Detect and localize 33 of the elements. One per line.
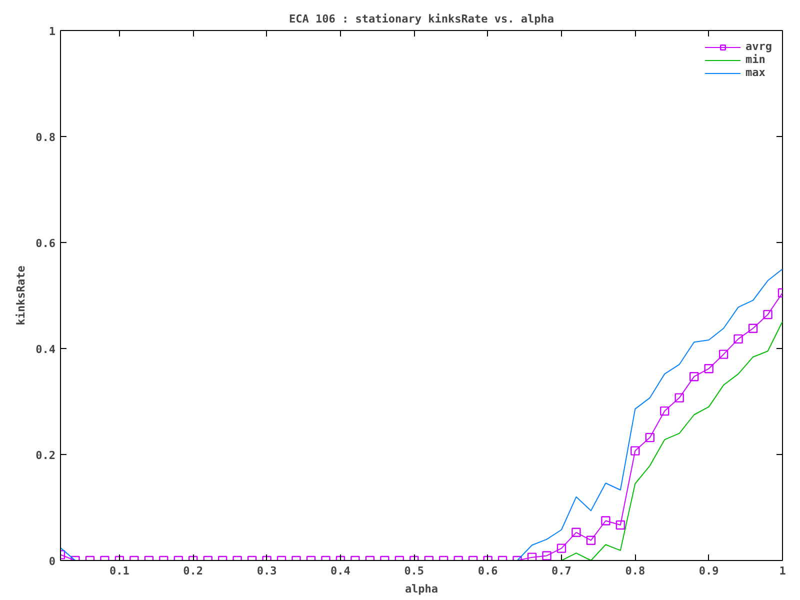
y-tick-label: 0 xyxy=(48,555,56,568)
y-tick-label: 0.8 xyxy=(36,131,56,144)
point xyxy=(763,310,772,320)
legend-label: max xyxy=(746,66,766,79)
y-tick-label: 0.4 xyxy=(36,343,56,356)
chart-title: ECA 106 : stationary kinksRate vs. alpha xyxy=(289,12,554,26)
y-axis-title: kinksRate xyxy=(14,265,28,326)
point xyxy=(704,364,714,374)
line-series xyxy=(560,320,782,560)
point xyxy=(660,406,670,416)
point xyxy=(748,324,758,333)
point xyxy=(645,432,654,442)
x-tick-label: 0.6 xyxy=(478,564,498,578)
x-tick-label: 0.1 xyxy=(110,564,130,578)
x-tick-label: 0.9 xyxy=(698,564,719,578)
point xyxy=(734,334,743,344)
legend-label: min xyxy=(746,53,766,66)
x-tick-label: 0.3 xyxy=(256,564,277,578)
point xyxy=(718,350,728,359)
x-tick-label: 0.2 xyxy=(183,564,204,578)
x-tick-label: 0.7 xyxy=(552,564,572,578)
x-tick-label: 0.4 xyxy=(330,564,351,578)
point xyxy=(630,446,640,456)
point xyxy=(689,372,699,382)
x-tick-label: 0.8 xyxy=(625,564,646,578)
y-tick-label: 1 xyxy=(48,25,56,38)
x-tick-label: 0.5 xyxy=(404,564,424,578)
y-tick-label: 0.6 xyxy=(36,237,56,250)
y-tick-label: 0.2 xyxy=(36,449,56,462)
x-tick-label: 1 xyxy=(779,564,786,578)
x-axis-title: alpha xyxy=(404,582,438,596)
point xyxy=(674,393,684,402)
legend-label: avrg xyxy=(746,40,772,53)
